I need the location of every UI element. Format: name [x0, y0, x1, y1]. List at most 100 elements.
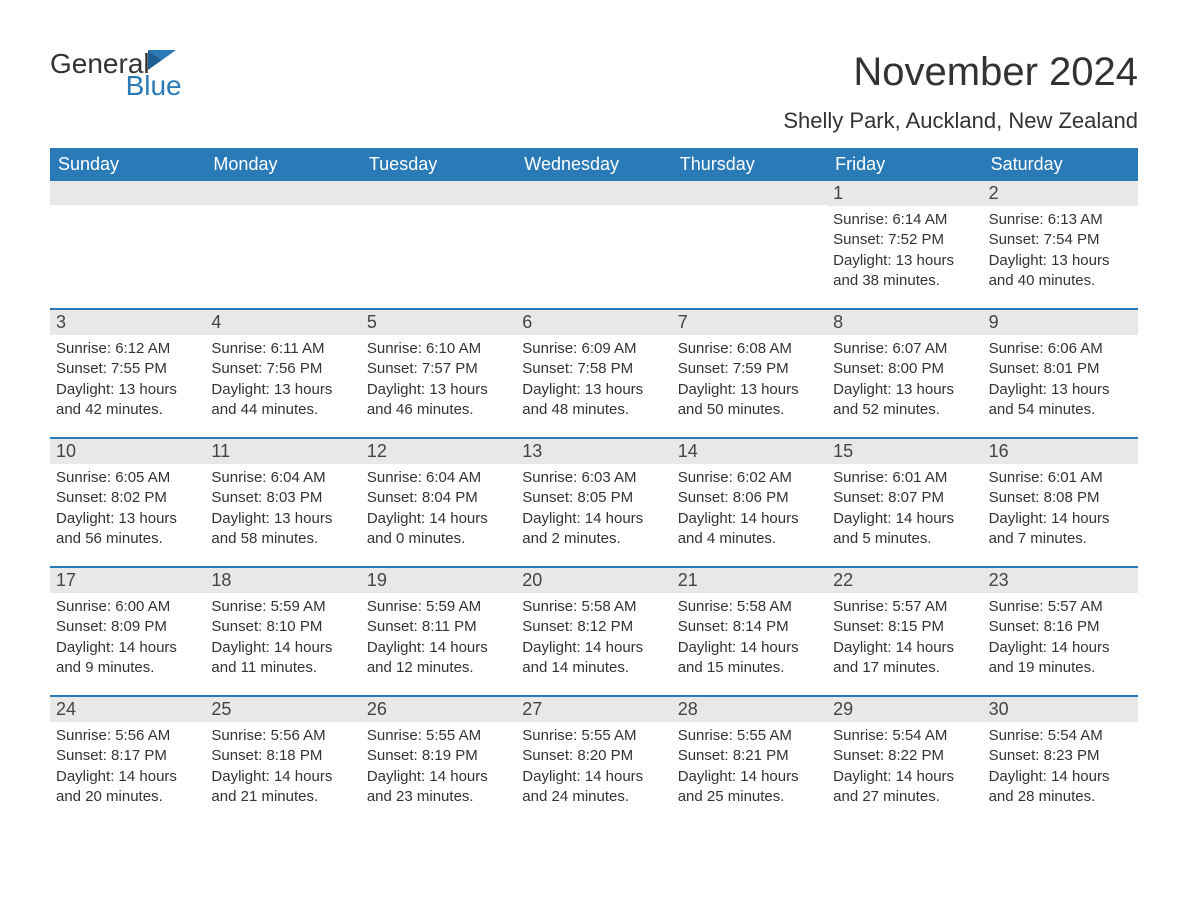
day-number: 21	[672, 568, 827, 593]
day-number: 2	[983, 181, 1138, 206]
sunrise-text: Sunrise: 6:14 AM	[833, 210, 976, 230]
sunset-text: Sunset: 8:15 PM	[833, 617, 976, 637]
sunset-text: Sunset: 8:23 PM	[989, 746, 1132, 766]
day-number: 12	[361, 439, 516, 464]
day-number: 9	[983, 310, 1138, 335]
title-block: November 2024	[853, 50, 1138, 95]
day-number: 14	[672, 439, 827, 464]
sunrise-text: Sunrise: 5:54 AM	[989, 726, 1132, 746]
day-detail: Sunrise: 5:57 AMSunset: 8:16 PMDaylight:…	[983, 593, 1138, 678]
daylight-text: Daylight: 13 hours and 42 minutes.	[56, 380, 199, 421]
day-detail: Sunrise: 6:08 AMSunset: 7:59 PMDaylight:…	[672, 335, 827, 420]
calendar-cell	[205, 181, 360, 296]
sunrise-text: Sunrise: 6:03 AM	[522, 468, 665, 488]
day-number: 16	[983, 439, 1138, 464]
day-number: 29	[827, 697, 982, 722]
day-detail: Sunrise: 6:01 AMSunset: 8:07 PMDaylight:…	[827, 464, 982, 549]
week-row: 1Sunrise: 6:14 AMSunset: 7:52 PMDaylight…	[50, 181, 1138, 296]
sunset-text: Sunset: 7:56 PM	[211, 359, 354, 379]
day-detail: Sunrise: 5:55 AMSunset: 8:19 PMDaylight:…	[361, 722, 516, 807]
day-detail: Sunrise: 6:09 AMSunset: 7:58 PMDaylight:…	[516, 335, 671, 420]
day-detail: Sunrise: 6:01 AMSunset: 8:08 PMDaylight:…	[983, 464, 1138, 549]
day-number: 3	[50, 310, 205, 335]
daylight-text: Daylight: 13 hours and 46 minutes.	[367, 380, 510, 421]
sunset-text: Sunset: 8:05 PM	[522, 488, 665, 508]
daylight-text: Daylight: 14 hours and 28 minutes.	[989, 767, 1132, 808]
day-detail: Sunrise: 5:54 AMSunset: 8:22 PMDaylight:…	[827, 722, 982, 807]
sunset-text: Sunset: 8:10 PM	[211, 617, 354, 637]
day-detail: Sunrise: 6:02 AMSunset: 8:06 PMDaylight:…	[672, 464, 827, 549]
calendar-cell: 27Sunrise: 5:55 AMSunset: 8:20 PMDayligh…	[516, 697, 671, 812]
sunset-text: Sunset: 8:18 PM	[211, 746, 354, 766]
day-detail: Sunrise: 5:55 AMSunset: 8:20 PMDaylight:…	[516, 722, 671, 807]
day-detail: Sunrise: 5:56 AMSunset: 8:17 PMDaylight:…	[50, 722, 205, 807]
calendar-cell: 28Sunrise: 5:55 AMSunset: 8:21 PMDayligh…	[672, 697, 827, 812]
calendar-cell: 26Sunrise: 5:55 AMSunset: 8:19 PMDayligh…	[361, 697, 516, 812]
day-detail: Sunrise: 6:14 AMSunset: 7:52 PMDaylight:…	[827, 206, 982, 291]
daylight-text: Daylight: 13 hours and 44 minutes.	[211, 380, 354, 421]
calendar-cell: 8Sunrise: 6:07 AMSunset: 8:00 PMDaylight…	[827, 310, 982, 425]
day-detail: Sunrise: 6:05 AMSunset: 8:02 PMDaylight:…	[50, 464, 205, 549]
day-number: 25	[205, 697, 360, 722]
day-detail: Sunrise: 6:04 AMSunset: 8:03 PMDaylight:…	[205, 464, 360, 549]
daylight-text: Daylight: 13 hours and 38 minutes.	[833, 251, 976, 292]
logo-text-part2: Blue	[126, 70, 182, 101]
sunset-text: Sunset: 8:00 PM	[833, 359, 976, 379]
calendar-cell: 25Sunrise: 5:56 AMSunset: 8:18 PMDayligh…	[205, 697, 360, 812]
sunset-text: Sunset: 8:12 PM	[522, 617, 665, 637]
week-row: 17Sunrise: 6:00 AMSunset: 8:09 PMDayligh…	[50, 566, 1138, 683]
sunrise-text: Sunrise: 6:01 AM	[833, 468, 976, 488]
sunset-text: Sunset: 8:22 PM	[833, 746, 976, 766]
day-number	[516, 181, 671, 205]
sunset-text: Sunset: 7:52 PM	[833, 230, 976, 250]
daylight-text: Daylight: 14 hours and 7 minutes.	[989, 509, 1132, 550]
calendar-cell: 7Sunrise: 6:08 AMSunset: 7:59 PMDaylight…	[672, 310, 827, 425]
daylight-text: Daylight: 14 hours and 19 minutes.	[989, 638, 1132, 679]
sunset-text: Sunset: 8:21 PM	[678, 746, 821, 766]
sunrise-text: Sunrise: 6:08 AM	[678, 339, 821, 359]
weeks-container: 1Sunrise: 6:14 AMSunset: 7:52 PMDaylight…	[50, 181, 1138, 812]
week-row: 10Sunrise: 6:05 AMSunset: 8:02 PMDayligh…	[50, 437, 1138, 554]
calendar-cell: 12Sunrise: 6:04 AMSunset: 8:04 PMDayligh…	[361, 439, 516, 554]
week-row: 24Sunrise: 5:56 AMSunset: 8:17 PMDayligh…	[50, 695, 1138, 812]
sunset-text: Sunset: 7:59 PM	[678, 359, 821, 379]
calendar-cell: 6Sunrise: 6:09 AMSunset: 7:58 PMDaylight…	[516, 310, 671, 425]
daylight-text: Daylight: 14 hours and 24 minutes.	[522, 767, 665, 808]
daylight-text: Daylight: 14 hours and 12 minutes.	[367, 638, 510, 679]
sunset-text: Sunset: 8:08 PM	[989, 488, 1132, 508]
day-number	[50, 181, 205, 205]
sunset-text: Sunset: 8:11 PM	[367, 617, 510, 637]
week-row: 3Sunrise: 6:12 AMSunset: 7:55 PMDaylight…	[50, 308, 1138, 425]
sunset-text: Sunset: 8:20 PM	[522, 746, 665, 766]
calendar-cell: 10Sunrise: 6:05 AMSunset: 8:02 PMDayligh…	[50, 439, 205, 554]
daylight-text: Daylight: 13 hours and 50 minutes.	[678, 380, 821, 421]
day-number: 24	[50, 697, 205, 722]
location-subtitle: Shelly Park, Auckland, New Zealand	[50, 108, 1138, 134]
calendar-cell	[50, 181, 205, 296]
day-number	[205, 181, 360, 205]
day-detail: Sunrise: 5:58 AMSunset: 8:12 PMDaylight:…	[516, 593, 671, 678]
sunset-text: Sunset: 8:16 PM	[989, 617, 1132, 637]
daylight-text: Daylight: 14 hours and 15 minutes.	[678, 638, 821, 679]
day-number: 17	[50, 568, 205, 593]
day-number: 22	[827, 568, 982, 593]
daylight-text: Daylight: 14 hours and 2 minutes.	[522, 509, 665, 550]
calendar-cell: 22Sunrise: 5:57 AMSunset: 8:15 PMDayligh…	[827, 568, 982, 683]
day-detail: Sunrise: 6:04 AMSunset: 8:04 PMDaylight:…	[361, 464, 516, 549]
daylight-text: Daylight: 14 hours and 9 minutes.	[56, 638, 199, 679]
day-number: 4	[205, 310, 360, 335]
day-detail: Sunrise: 5:58 AMSunset: 8:14 PMDaylight:…	[672, 593, 827, 678]
sunrise-text: Sunrise: 5:57 AM	[989, 597, 1132, 617]
day-number: 23	[983, 568, 1138, 593]
calendar-cell: 4Sunrise: 6:11 AMSunset: 7:56 PMDaylight…	[205, 310, 360, 425]
calendar-cell: 13Sunrise: 6:03 AMSunset: 8:05 PMDayligh…	[516, 439, 671, 554]
daylight-text: Daylight: 14 hours and 4 minutes.	[678, 509, 821, 550]
day-detail: Sunrise: 5:56 AMSunset: 8:18 PMDaylight:…	[205, 722, 360, 807]
day-number: 27	[516, 697, 671, 722]
sunrise-text: Sunrise: 6:01 AM	[989, 468, 1132, 488]
sunset-text: Sunset: 8:04 PM	[367, 488, 510, 508]
day-number: 5	[361, 310, 516, 335]
sunset-text: Sunset: 8:14 PM	[678, 617, 821, 637]
day-detail: Sunrise: 6:10 AMSunset: 7:57 PMDaylight:…	[361, 335, 516, 420]
calendar-cell	[361, 181, 516, 296]
